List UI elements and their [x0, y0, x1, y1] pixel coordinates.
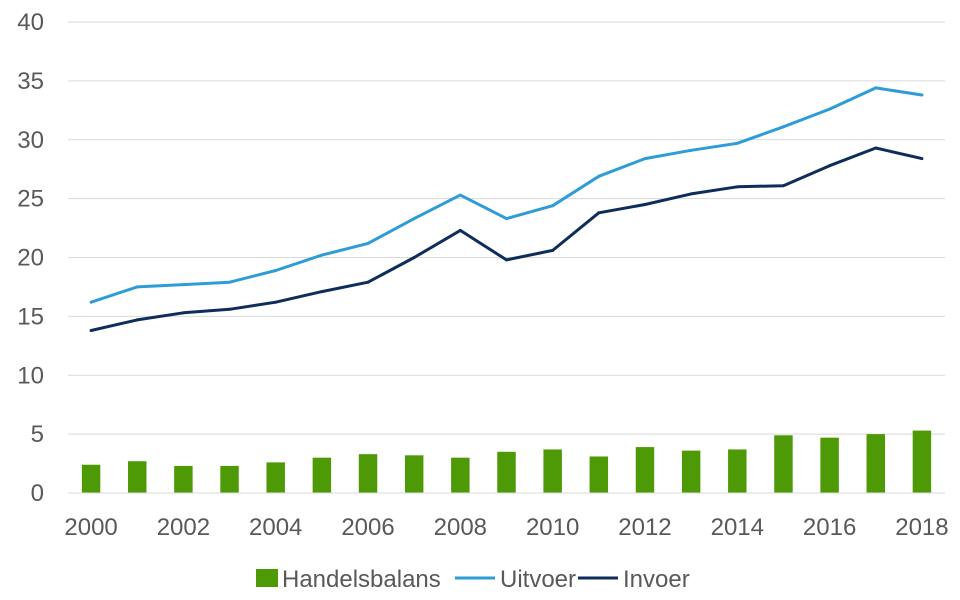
point-invoer-2012	[643, 203, 647, 207]
legend-swatch	[256, 569, 278, 587]
point-invoer-2000	[89, 329, 93, 333]
y-tick-label: 30	[17, 127, 44, 154]
point-uitvoer-2013	[689, 148, 693, 152]
bar-handelsbalans-2012	[635, 447, 655, 493]
bar-handelsbalans-2016	[820, 437, 839, 493]
x-tick-label: 2008	[434, 514, 487, 541]
point-uitvoer-2000	[89, 300, 93, 304]
point-invoer-2013	[689, 192, 693, 196]
x-tick-label: 2004	[249, 514, 302, 541]
point-invoer-2002	[181, 311, 185, 315]
point-uitvoer-2007	[412, 217, 416, 221]
legend-label: Handelsbalans	[282, 566, 441, 593]
bar-handelsbalans-2000	[81, 464, 101, 493]
bar-handelsbalans-2002	[174, 465, 193, 493]
bar-handelsbalans-2005	[312, 457, 332, 493]
bar-handelsbalans-2010	[543, 449, 562, 493]
point-invoer-2005	[320, 290, 324, 294]
line-invoer	[90, 146, 923, 332]
point-invoer-2008	[458, 228, 462, 232]
x-tick-label: 2018	[895, 514, 948, 541]
point-uitvoer-2016	[828, 107, 832, 111]
bar-handelsbalans-2003	[220, 465, 239, 493]
y-tick-label: 25	[17, 186, 44, 213]
y-tick-label: 20	[17, 245, 44, 272]
point-invoer-2014	[735, 185, 739, 189]
x-tick-label: 2000	[64, 514, 117, 541]
x-axis: 2000 2002 2004 2006 2008 2010 2012 2014 2016 2018	[64, 514, 948, 541]
legend-label: Uitvoer	[500, 566, 576, 593]
point-invoer-2001	[135, 318, 139, 322]
y-tick-label: 5	[31, 421, 44, 448]
point-invoer-2004	[274, 300, 278, 304]
point-uitvoer-2012	[643, 157, 647, 161]
point-invoer-2018	[920, 157, 924, 161]
bar-handelsbalans-2011	[589, 456, 609, 493]
point-uitvoer-2015	[781, 125, 785, 129]
bar-handelsbalans-2017	[866, 434, 885, 493]
y-tick-label: 35	[17, 68, 44, 95]
bar-handelsbalans-2001	[128, 461, 147, 493]
legend: Handelsbalans Uitvoer Invoer	[256, 566, 690, 593]
bar-handelsbalans-2007	[404, 455, 424, 493]
x-tick-label: 2002	[157, 514, 210, 541]
y-tick-label: 15	[17, 303, 44, 330]
x-tick-label: 2014	[711, 514, 764, 541]
bar-handelsbalans-2006	[358, 454, 378, 493]
point-uitvoer-2011	[597, 174, 601, 178]
point-uitvoer-2005	[320, 253, 324, 257]
point-uitvoer-2009	[505, 217, 508, 221]
x-tick-label: 2012	[618, 514, 671, 541]
point-invoer-2015	[781, 184, 785, 188]
bar-handelsbalans-2009	[497, 451, 516, 493]
point-invoer-2007	[412, 256, 416, 259]
point-invoer-2011	[597, 211, 601, 215]
point-invoer-2010	[551, 248, 555, 252]
point-invoer-2009	[505, 258, 508, 262]
y-axis: 0 5 10 15 20 25 30 35 40	[17, 9, 44, 507]
point-uitvoer-2001	[135, 285, 139, 289]
bar-handelsbalans-2018	[912, 430, 932, 493]
point-invoer-2017	[874, 146, 878, 150]
x-tick-label: 2016	[803, 514, 856, 541]
line-uitvoer	[90, 86, 923, 304]
x-tick-label: 2010	[526, 514, 579, 541]
point-uitvoer-2002	[181, 283, 185, 287]
point-invoer-2016	[828, 164, 832, 168]
bar-handelsbalans-2015	[774, 435, 793, 493]
point-uitvoer-2017	[874, 86, 878, 90]
point-invoer-2006	[366, 280, 370, 284]
bar-handelsbalans-2014	[728, 449, 747, 493]
legend-item-uitvoer: Uitvoer	[455, 566, 576, 593]
bar-series	[81, 430, 932, 493]
x-tick-label: 2006	[341, 514, 394, 541]
bar-handelsbalans-2008	[451, 457, 470, 493]
point-uitvoer-2008	[458, 193, 462, 197]
point-uitvoer-2014	[735, 141, 739, 145]
point-uitvoer-2018	[920, 93, 924, 97]
y-tick-label: 10	[17, 362, 44, 389]
y-tick-label: 40	[17, 9, 44, 36]
legend-item-invoer: Invoer	[578, 566, 690, 593]
point-uitvoer-2004	[274, 268, 278, 272]
bar-handelsbalans-2013	[681, 450, 701, 493]
point-invoer-2003	[228, 307, 232, 311]
y-tick-label: 0	[31, 480, 44, 507]
point-uitvoer-2003	[228, 280, 232, 284]
legend-label: Invoer	[623, 566, 690, 593]
point-uitvoer-2006	[366, 241, 370, 245]
point-uitvoer-2010	[551, 204, 555, 208]
line-series	[89, 86, 924, 333]
gridlines	[68, 21, 945, 435]
bar-handelsbalans-2004	[266, 462, 285, 493]
legend-item-handelsbalans: Handelsbalans	[256, 566, 441, 593]
